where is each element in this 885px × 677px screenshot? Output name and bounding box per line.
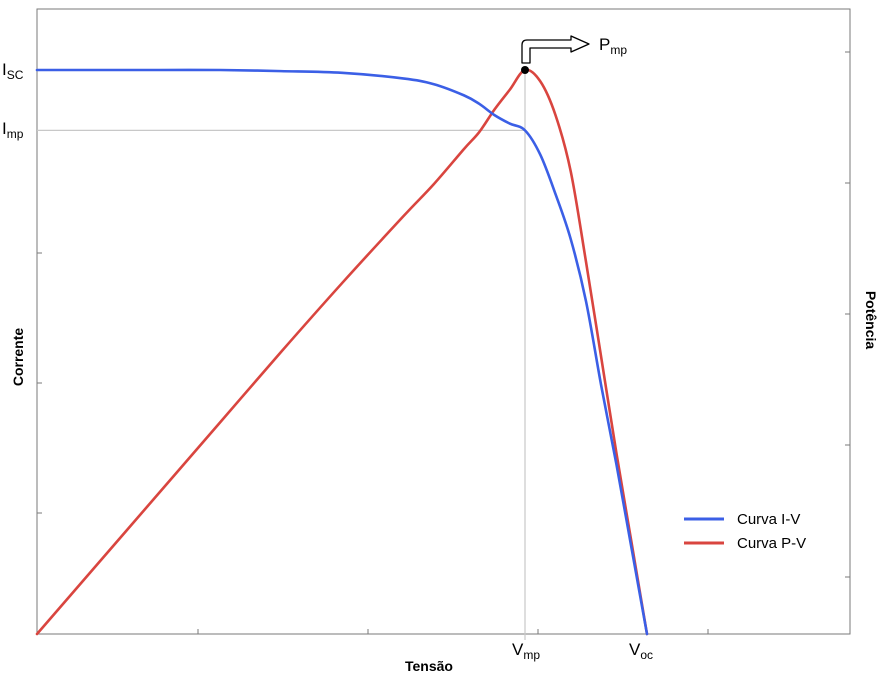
series-layer	[35, 68, 649, 636]
x-tick-label-voc: Voc	[629, 640, 653, 662]
legend-label-iv: Curva I-V	[737, 511, 800, 528]
x-tick-label-vmp: Vmp	[512, 640, 540, 662]
y-tick-label-isc: ISC	[2, 60, 24, 82]
mpp-layer	[521, 66, 529, 74]
x-axis-title: Tensão	[405, 658, 453, 674]
y-tick-label-imp: Imp	[2, 119, 24, 141]
mpp-guide-lines	[37, 66, 526, 640]
y-axis-title-right: Potência	[863, 291, 879, 350]
pmp-arrow-icon	[521, 35, 590, 64]
mpp-point	[521, 66, 529, 74]
left-axis-ticks	[37, 252, 42, 514]
right-axis-ticks	[845, 51, 850, 578]
pv-curve-line	[35, 68, 649, 636]
plot-frame	[36, 8, 851, 635]
legend: Curva I-V Curva P-V	[684, 511, 806, 552]
iv-curve-line	[35, 68, 649, 636]
y-axis-title-left: Corrente	[10, 328, 26, 387]
bottom-axis-ticks	[197, 629, 709, 634]
pmp-annotation-label: Pmp	[599, 35, 627, 57]
legend-label-pv: Curva P-V	[737, 535, 806, 552]
